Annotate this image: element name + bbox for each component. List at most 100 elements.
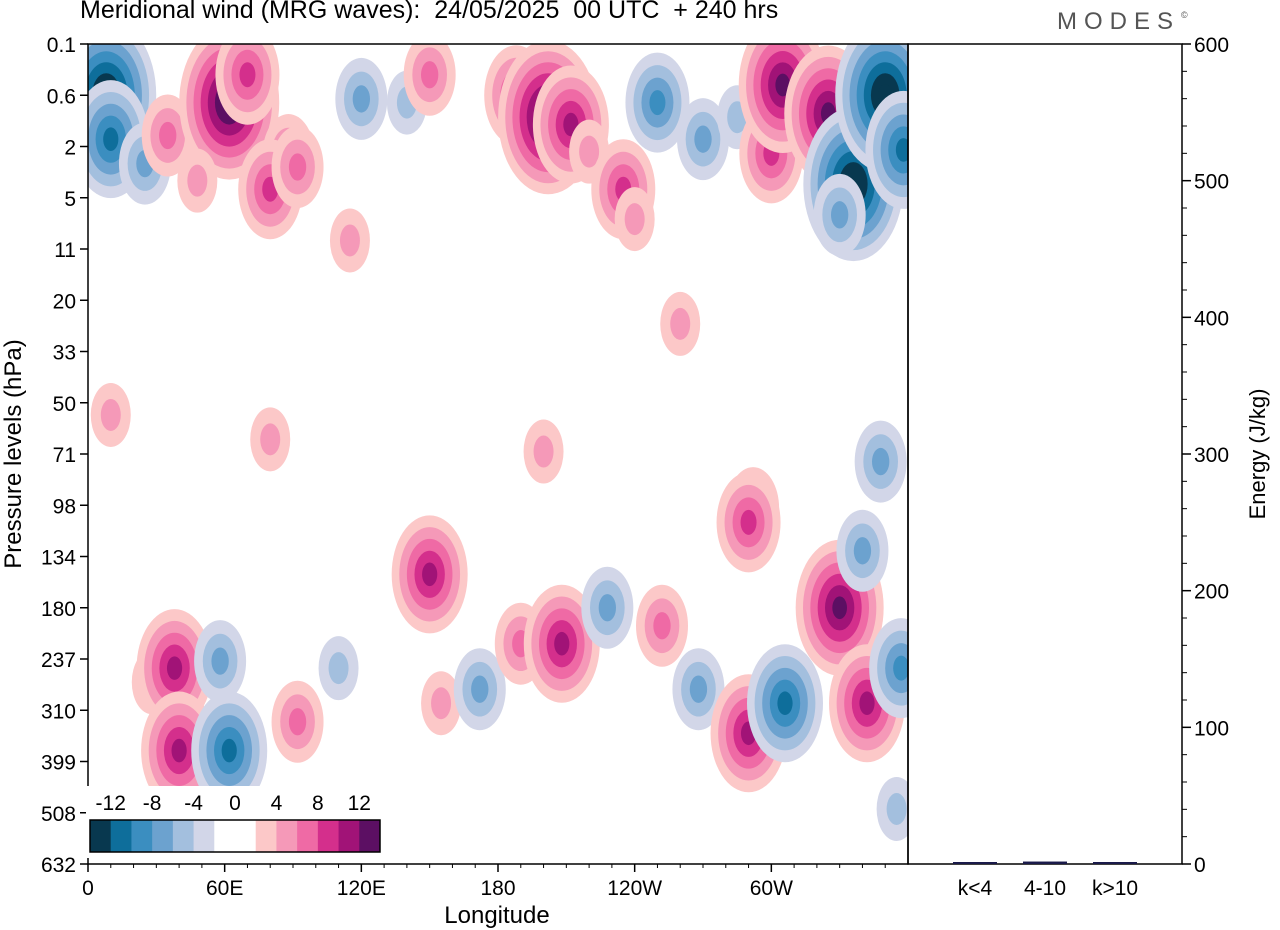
energy-axis: 0 100 200 300 400 500 600: [1182, 34, 1229, 877]
x-tick-label: 60E: [206, 877, 243, 900]
colorbar-label: -8: [143, 792, 162, 815]
brand-copyright-mark: ©: [1181, 10, 1188, 20]
energy-panel-frame: [907, 43, 1183, 865]
contour-band: [328, 652, 349, 685]
colorbar-label: 0: [229, 792, 241, 815]
contour-band: [893, 655, 908, 681]
heatmap-anomaly-5: [215, 44, 280, 125]
heatmap-anomaly-50: [672, 648, 725, 731]
energy-axis-label: Energy (J/kg): [1245, 389, 1270, 520]
heatmap-anomaly-43: [391, 515, 468, 634]
contour-band: [211, 647, 229, 675]
contour-band: [653, 612, 671, 640]
y-tick-label: 0.6: [47, 85, 76, 108]
y-tick-label: 237: [41, 649, 76, 672]
y-tick-label: 71: [53, 444, 76, 467]
heatmap-anomaly-47: [523, 584, 600, 703]
colorbar-legend: -12 -8 -4 0 4 8 12: [86, 786, 384, 858]
contour-band: [554, 631, 570, 656]
energy-categories: k<4 4-10 k>10: [958, 877, 1138, 900]
heatmap-anomaly-10: [335, 57, 388, 140]
energy-tick-label: 200: [1194, 581, 1229, 604]
contour-band: [832, 596, 848, 620]
colorbar-swatch: [255, 820, 277, 852]
colorbar-frame: [89, 819, 381, 853]
contour-band: [260, 423, 281, 456]
energy-tick-label: 600: [1194, 34, 1229, 57]
colorbar-swatch: [317, 820, 340, 852]
heatmap-anomaly-42: [318, 636, 359, 701]
heatmap-anomaly-56: [836, 509, 889, 592]
y-tick-label: 98: [53, 495, 76, 518]
heatmap-anomaly-31: [90, 382, 131, 447]
x-tick-label: 120W: [607, 877, 662, 900]
energy-bars: [953, 861, 1137, 864]
heatmap-anomaly-44: [421, 671, 462, 736]
contour-band: [598, 594, 616, 622]
contour-band: [352, 85, 371, 113]
contour-band: [159, 121, 177, 150]
heatmap-anomaly-29: [329, 208, 370, 273]
heatmap-anomaly-45: [453, 648, 506, 731]
x-tick-label: 120E: [337, 877, 386, 900]
heatmap-anomaly-35: [854, 420, 907, 503]
contour-band: [853, 537, 872, 565]
heatmap-anomaly-20: [677, 98, 729, 181]
contour-band: [670, 307, 691, 340]
pressure-axis: 0.1 0.6 2 5 11 20 33 50 71 98 134 180 237 310 399 508 63…: [41, 34, 88, 877]
y-tick-label: 11: [54, 239, 76, 262]
y-tick-label: 20: [53, 290, 76, 313]
contour-band: [740, 509, 757, 535]
brand-logo: MODES: [1057, 8, 1181, 35]
heatmap-anomaly-18: [614, 187, 655, 252]
contour-band: [288, 153, 307, 181]
contour-band: [872, 447, 890, 476]
contour-band: [171, 738, 187, 763]
y-tick-label: 632: [41, 854, 76, 877]
energy-tick-label: 100: [1194, 717, 1229, 740]
y-tick-label: 399: [41, 752, 76, 775]
contour-band: [103, 127, 119, 151]
contour-band: [694, 125, 712, 153]
colorbar-swatch: [131, 820, 153, 852]
contour-band: [431, 687, 452, 720]
heatmap-anomaly-28: [813, 173, 866, 256]
contour-band: [421, 61, 439, 89]
y-tick-label: 33: [53, 342, 76, 365]
y-tick-label: 0.1: [47, 34, 76, 57]
heatmap-anomaly-41: [271, 680, 324, 763]
contour-band: [777, 691, 793, 716]
chart-title: Meridional wind (MRG waves): 24/05/2025 …: [80, 0, 779, 24]
y-tick-label: 310: [41, 700, 76, 723]
heatmap-anomaly-12: [403, 44, 456, 116]
contour-band: [100, 398, 121, 431]
colorbar-swatch: [214, 820, 236, 852]
x-tick-label: 180: [480, 877, 515, 900]
x-tick-label: 0: [82, 877, 94, 900]
contour-band: [689, 675, 708, 703]
contour-band: [624, 203, 645, 236]
contour-band: [471, 675, 489, 703]
energy-category-label: 4-10: [1024, 877, 1066, 900]
contour-band: [579, 135, 600, 168]
colorbar-swatch: [235, 820, 257, 852]
energy-category-label: k<4: [958, 877, 993, 900]
colorbar-swatch: [338, 820, 360, 852]
x-axis-label: Longitude: [444, 902, 549, 929]
colorbar-swatch: [110, 820, 132, 852]
heatmap-anomaly-39: [194, 620, 247, 703]
colorbar-swatch: [359, 820, 381, 852]
contour-band: [166, 656, 183, 680]
y-tick-label: 50: [53, 393, 76, 416]
heatmap-anomaly-40: [191, 691, 268, 810]
heatmap-anomaly-27: [865, 90, 908, 209]
colorbar-label: -12: [96, 792, 126, 815]
y-tick-label: 134: [41, 547, 76, 570]
y-tick-label: 2: [64, 137, 76, 160]
y-axis-label: Pressure levels (hPa): [0, 339, 27, 568]
x-tick-label: 60W: [750, 877, 793, 900]
heatmap-anomaly-30: [660, 291, 701, 356]
heatmap-anomaly-9: [271, 126, 324, 208]
energy-bar-1: [953, 862, 997, 864]
colorbar-label: 4: [271, 792, 283, 815]
